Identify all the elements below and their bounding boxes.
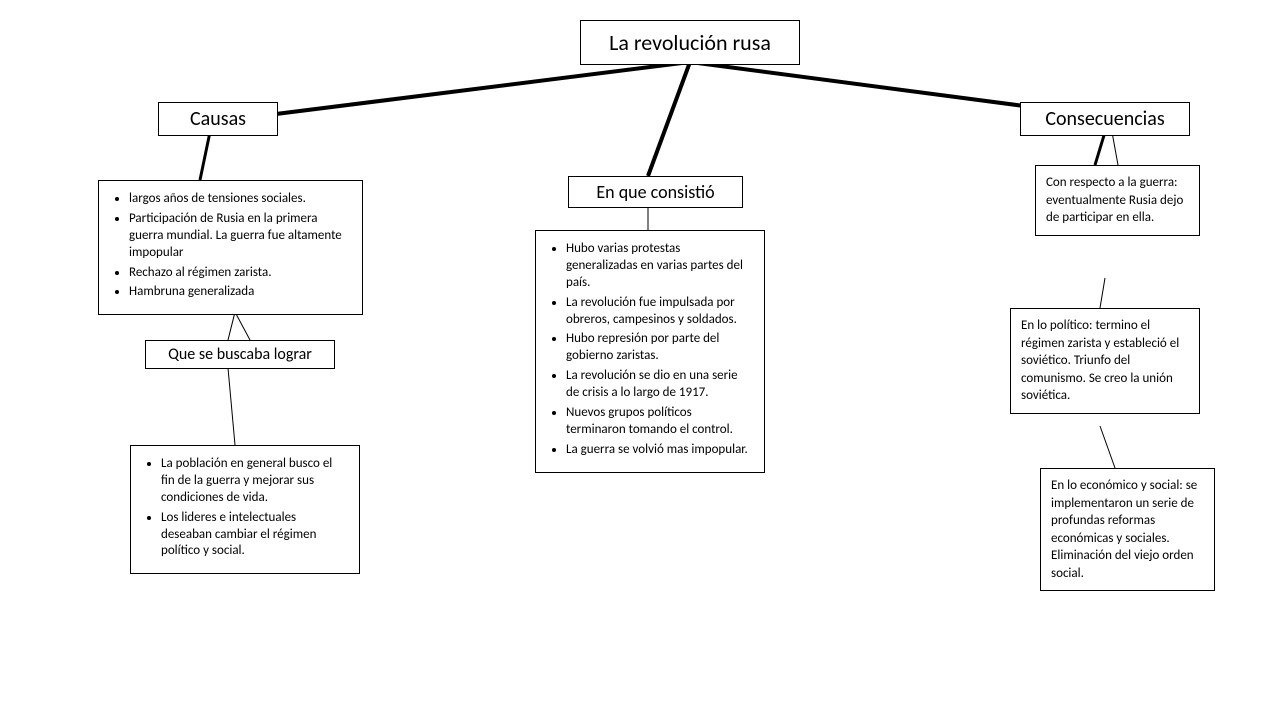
consecuencia-politico: En lo político: termino el régimen zaris… — [1010, 308, 1200, 414]
causas-label: Causas — [158, 102, 278, 136]
consistio-content: Hubo varias protestas generalizadas en v… — [535, 230, 765, 473]
consecuencia-economico: En lo económico y social: se implementar… — [1040, 468, 1215, 591]
list-item: La revolución fue impulsada por obreros,… — [566, 295, 752, 329]
sub-goal-label: Que se buscaba lograr — [145, 340, 335, 369]
list-item: Hambruna generalizada — [129, 284, 350, 301]
consecuencia-guerra: Con respecto a la guerra: eventualmente … — [1035, 165, 1200, 236]
consecuencias-label: Consecuencias — [1020, 102, 1190, 136]
title-box: La revolución rusa — [580, 20, 800, 65]
causas-content: largos años de tensiones sociales. Parti… — [98, 180, 363, 315]
sub-goal-content: La población en general busco el fin de … — [130, 445, 360, 574]
list-item: Rechazo al régimen zarista. — [129, 265, 350, 282]
list-item: La población en general busco el fin de … — [161, 456, 347, 507]
consistio-label: En que consistió — [568, 176, 743, 208]
list-item: Nuevos grupos políticos terminaron toman… — [566, 405, 752, 439]
list-item: Los lideres e intelectuales deseaban cam… — [161, 510, 347, 561]
list-item: La revolución se dio en una serie de cri… — [566, 368, 752, 402]
list-item: La guerra se volvió mas impopular. — [566, 442, 752, 459]
list-item: Hubo varias protestas generalizadas en v… — [566, 241, 752, 292]
list-item: Participación de Rusia en la primera gue… — [129, 211, 350, 262]
list-item: largos años de tensiones sociales. — [129, 191, 350, 208]
list-item: Hubo represión por parte del gobierno za… — [566, 331, 752, 365]
